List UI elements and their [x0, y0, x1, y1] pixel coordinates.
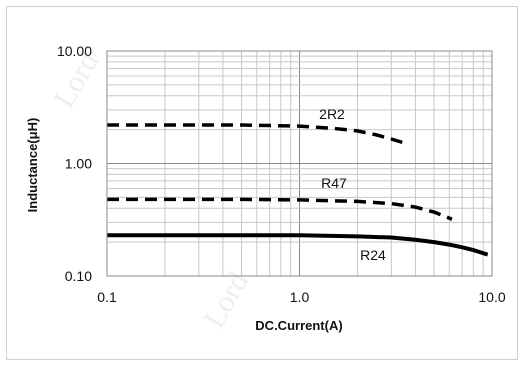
x-tick-label: 10.0: [478, 289, 505, 305]
watermark-text: Lord: [197, 266, 255, 333]
series-line-r47: [107, 197, 453, 221]
series-label-r47: R47: [321, 175, 347, 191]
y-tick-label: 1.00: [65, 156, 92, 172]
grid: [107, 51, 492, 276]
x-axis-title: DC.Current(A): [255, 318, 342, 333]
y-tick-label: 0.10: [65, 268, 92, 284]
series-line-r24: [107, 233, 489, 257]
labels-layer: 0.1 1.0 10.0 0.10 1.00 10.00 2R2 R47 R24: [57, 43, 506, 305]
series-label-r24: R24: [360, 247, 386, 263]
series-line-2r2: [107, 123, 408, 146]
y-axis-title: Inductance(μH): [25, 118, 40, 213]
series-layer: [107, 123, 489, 257]
y-tick-label: 10.00: [57, 43, 92, 59]
series-label-2r2: 2R2: [319, 106, 345, 122]
plot-border: [106, 50, 493, 277]
x-tick-label: 0.1: [97, 289, 117, 305]
x-tick-label: 1.0: [290, 289, 310, 305]
chart-frame: [6, 6, 518, 360]
